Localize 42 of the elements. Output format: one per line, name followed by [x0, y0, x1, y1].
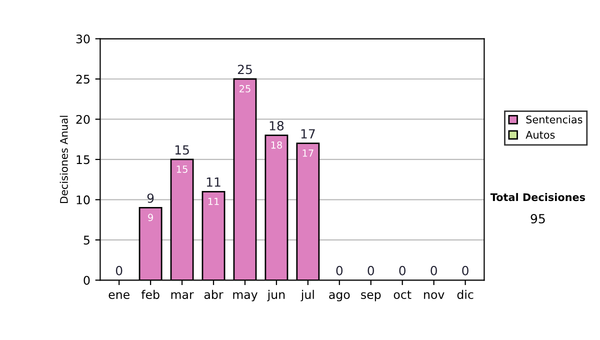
- total-label: 0: [462, 266, 468, 276]
- data-label: 15: [176, 166, 188, 173]
- y-axis-title: Decisiones Anual: [60, 116, 68, 203]
- y-tick-label: 20: [76, 114, 90, 124]
- data-label: 18: [271, 141, 282, 149]
- x-tick-label: mar: [171, 292, 194, 300]
- total-label: 0: [368, 266, 374, 276]
- x-tick-label: jun: [267, 290, 285, 302]
- total-label: 0: [116, 266, 122, 276]
- x-tick-label: nov: [424, 292, 444, 300]
- x-tick-label: jul: [300, 290, 314, 302]
- x-tick-label: ene: [108, 292, 130, 300]
- y-tick-label: 15: [76, 155, 90, 164]
- total-label: 15: [175, 145, 189, 155]
- y-tick-label: 0: [84, 276, 90, 285]
- total-label: 17: [301, 129, 315, 138]
- text: Total Decisiones: [490, 193, 586, 202]
- text: 95: [530, 214, 545, 224]
- x-tick-label: dic: [457, 290, 474, 300]
- total-label: 0: [430, 266, 437, 276]
- data-label: 11: [208, 198, 219, 205]
- x-tick-label: abr: [204, 290, 224, 300]
- data-label: 25: [240, 85, 250, 92]
- x-tick-label: feb: [141, 290, 160, 300]
- y-tick-label: 30: [76, 34, 90, 44]
- total-label: 9: [147, 193, 154, 203]
- data-label: 9: [148, 214, 153, 222]
- x-tick-label: oct: [394, 290, 412, 300]
- legend-label: Autos: [526, 131, 555, 139]
- data-label: 17: [302, 150, 314, 157]
- total-label: 11: [206, 178, 220, 187]
- y-tick-label: 25: [76, 74, 90, 84]
- legend-label: Sentencias: [526, 115, 582, 124]
- total-label: 0: [336, 266, 343, 276]
- x-tick-label: may: [233, 292, 258, 302]
- y-tick-label: 5: [84, 236, 90, 245]
- x-tick-label: ago: [329, 292, 350, 302]
- x-tick-label: sep: [361, 292, 381, 302]
- total-label: 18: [270, 121, 284, 130]
- y-tick-label: 10: [76, 195, 90, 204]
- total-label: 0: [399, 266, 406, 276]
- total-label: 25: [238, 64, 252, 74]
